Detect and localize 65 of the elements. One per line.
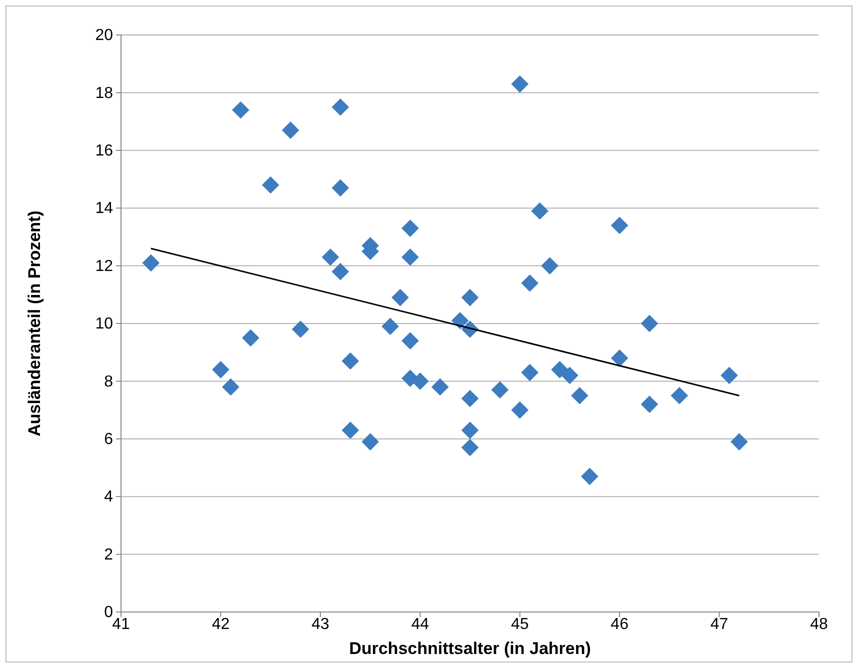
y-tick-label: 0 (104, 604, 114, 622)
point (212, 361, 230, 378)
point (461, 438, 479, 456)
x-axis-title: Durchschnittsalter (in Jahren) (349, 639, 591, 658)
point (222, 378, 240, 396)
point (292, 320, 310, 338)
x-tick-label: 41 (112, 616, 130, 633)
point (382, 318, 399, 336)
y-tick-label: 2 (104, 546, 114, 564)
point (332, 98, 350, 116)
x-tick-label: 44 (411, 616, 430, 633)
y-tick-label: 16 (95, 142, 114, 160)
point (402, 220, 419, 237)
point (640, 314, 658, 332)
point (402, 332, 419, 350)
point (720, 366, 738, 384)
y-tick-label: 6 (104, 431, 114, 448)
point (142, 254, 160, 272)
x-tick-label: 43 (312, 616, 330, 633)
point (342, 352, 360, 370)
point (392, 288, 409, 306)
point (571, 386, 588, 404)
point (232, 101, 250, 119)
y-tick-label: 14 (95, 200, 114, 218)
point (511, 401, 529, 419)
point (451, 312, 469, 330)
point (511, 75, 529, 93)
point (461, 390, 479, 408)
y-tick-label: 10 (95, 316, 114, 333)
y-tick-label: 12 (95, 258, 114, 275)
x-tick-label: 45 (510, 616, 529, 633)
y-tick-label: 18 (95, 84, 114, 102)
x-tick-label: 46 (610, 616, 629, 633)
point (262, 176, 280, 194)
point (491, 381, 509, 399)
point (332, 262, 350, 280)
point (332, 179, 350, 197)
y-tick-label: 4 (104, 488, 114, 506)
x-tick-label: 42 (212, 616, 230, 633)
point (561, 366, 578, 384)
point (580, 468, 598, 486)
point (640, 396, 658, 413)
y-tick-label: 20 (95, 27, 114, 44)
point (531, 202, 548, 220)
point (521, 274, 538, 292)
x-tick-label: 48 (810, 616, 828, 633)
point (670, 386, 688, 404)
point (541, 257, 558, 274)
point (461, 422, 479, 439)
point (342, 422, 360, 439)
point (551, 361, 568, 378)
point (282, 122, 300, 139)
point (610, 216, 628, 234)
point (242, 329, 260, 347)
y-axis-title: Ausländeranteil (in Prozent) (25, 210, 44, 436)
point (431, 378, 449, 396)
point (521, 364, 538, 382)
point (610, 349, 628, 367)
point (730, 433, 748, 450)
y-tick-label: 8 (104, 373, 114, 390)
point (322, 248, 340, 266)
x-tick-label: 47 (710, 616, 728, 633)
point (461, 288, 479, 306)
point (362, 433, 379, 450)
point (402, 248, 419, 266)
